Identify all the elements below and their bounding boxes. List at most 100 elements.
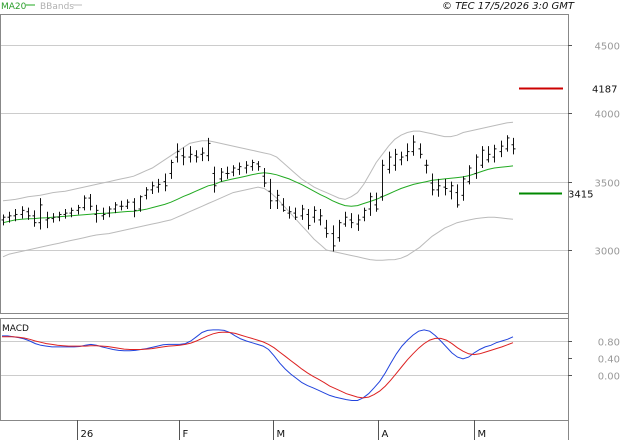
price-bar <box>411 135 416 156</box>
price-bar <box>436 178 441 197</box>
price-bar <box>343 211 348 227</box>
price-bar <box>188 146 193 163</box>
price-bar <box>219 168 224 182</box>
price-bar <box>474 154 479 179</box>
price-bar <box>63 209 68 219</box>
bband-upper <box>2 121 514 202</box>
price-bar <box>125 199 130 209</box>
price-bar <box>393 148 398 171</box>
price-bar <box>94 204 99 223</box>
price-bar <box>399 151 404 166</box>
price-bar <box>443 178 448 196</box>
price-grid <box>1 45 568 251</box>
macd-panel-frame <box>0 318 569 421</box>
price-bar <box>132 198 137 218</box>
price-bar <box>418 143 423 159</box>
price-bar <box>455 184 460 208</box>
price-bar <box>194 150 199 163</box>
price-bar <box>7 211 12 223</box>
macd-signal-line <box>2 331 514 399</box>
ma20-path <box>2 165 514 224</box>
price-bar <box>281 198 286 212</box>
price-bar <box>405 143 410 162</box>
ytick-label-4000: 4000 <box>595 110 620 121</box>
ytick-label-3000: 3000 <box>595 247 620 258</box>
ytick-label-4500: 4500 <box>595 42 620 53</box>
price-bar <box>69 207 74 218</box>
price-bar <box>57 211 62 222</box>
price-bar <box>287 206 292 219</box>
xtick-label-2: M <box>277 429 286 440</box>
price-bar <box>32 210 37 227</box>
price-bar <box>181 147 186 166</box>
price-bar <box>119 200 124 211</box>
price-bar <box>324 219 329 238</box>
ma20-line <box>2 165 514 224</box>
price-bar <box>150 181 155 194</box>
macd-ytick-label-0.00: 0.00 <box>598 372 620 383</box>
macd-ytick-label-0.80: 0.80 <box>598 338 620 349</box>
price-bar <box>156 178 161 193</box>
price-bar <box>300 204 305 220</box>
xtick-label-4: M <box>478 429 487 440</box>
price-bar <box>20 206 25 219</box>
price-bar <box>250 159 255 171</box>
price-bar <box>38 198 43 230</box>
price-bar <box>175 143 180 163</box>
price-bar <box>256 161 261 171</box>
price-bar <box>312 206 317 223</box>
price-bar <box>13 209 18 222</box>
xtick-label-3: A <box>382 429 389 440</box>
copyright-timestamp: © TEC 17/5/2026 3:0 GMT <box>442 1 575 12</box>
price-bar <box>206 137 211 162</box>
price-bar <box>318 209 323 226</box>
price-bar <box>293 207 298 220</box>
macd-panel-border <box>0 318 569 421</box>
price-bar <box>51 213 56 223</box>
legend-bbands: BBands <box>40 2 74 12</box>
price-bar <box>138 195 143 212</box>
price-bar <box>244 161 249 174</box>
price-bar <box>231 165 236 177</box>
support-label: 3415 <box>568 190 593 201</box>
price-bar <box>163 173 168 192</box>
price-bar <box>467 165 472 185</box>
price-bar <box>144 187 149 200</box>
price-bar <box>306 209 311 230</box>
price-bar <box>169 159 174 179</box>
price-bar <box>430 173 435 196</box>
price-bar <box>268 178 273 209</box>
price-bar <box>461 176 466 201</box>
price-bar <box>262 168 267 188</box>
xtick-label-0: 26 <box>81 429 94 440</box>
price-bar <box>511 137 516 155</box>
ytick-label-3500: 3500 <box>595 179 620 190</box>
price-bar <box>362 207 367 222</box>
price-bar <box>1 214 6 226</box>
price-bars <box>1 135 516 252</box>
price-bar <box>275 189 280 209</box>
price-bar <box>424 159 429 174</box>
price-bar <box>368 192 373 216</box>
price-bar <box>45 211 50 229</box>
price-bar <box>499 140 504 158</box>
price-bar <box>486 146 491 163</box>
macd-lines <box>2 329 514 401</box>
price-bar <box>88 193 93 211</box>
macd-y-axis: 0.80 0.40 0.00 <box>568 338 620 383</box>
price-bar <box>331 225 336 252</box>
xtick-label-1: F <box>183 429 189 440</box>
price-bar <box>337 219 342 242</box>
price-bar <box>387 151 392 174</box>
resistance-label: 4187 <box>592 85 617 96</box>
price-bar <box>349 213 354 229</box>
price-bar <box>113 202 118 214</box>
price-bar <box>107 206 112 218</box>
price-bar <box>101 207 106 220</box>
price-bar <box>374 192 379 212</box>
macd-ytick-label-0.40: 0.40 <box>598 355 620 366</box>
bollinger-bands <box>2 121 514 261</box>
price-bar <box>505 135 510 152</box>
price-bar <box>82 195 87 211</box>
